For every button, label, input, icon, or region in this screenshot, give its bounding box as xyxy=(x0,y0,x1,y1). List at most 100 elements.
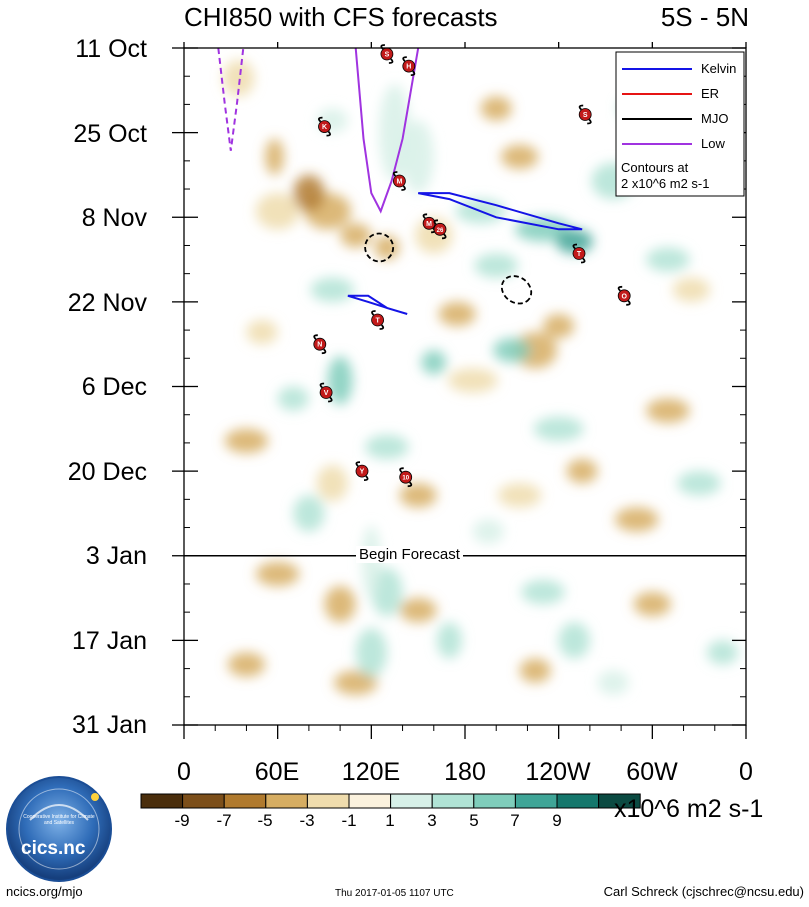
storm-markers: S H K S M M 26 T O T N V Y 10 xyxy=(313,44,631,488)
anomaly-patch xyxy=(513,332,558,369)
logo-sun-icon xyxy=(91,793,99,801)
anomaly-patch xyxy=(555,229,593,254)
kelvin-contour xyxy=(418,192,583,231)
chart-region: 5S - 5N xyxy=(660,2,749,32)
colorbar-label: -3 xyxy=(299,811,315,830)
y-tick-label: 25 Oct xyxy=(73,120,147,148)
anomaly-patch xyxy=(310,277,355,302)
logo-orbit-icon xyxy=(29,804,89,821)
colorbar-units: x10^6 m2 s-1 xyxy=(614,795,764,823)
storm-label: S xyxy=(385,52,390,59)
storm-label: 10 xyxy=(402,476,409,482)
anomaly-patch xyxy=(340,223,372,248)
anomaly-patch xyxy=(365,434,409,460)
storm-icon-arm xyxy=(328,396,333,403)
storm-label: N xyxy=(317,342,322,349)
kelvin-contour xyxy=(347,294,408,315)
colorbar-swatch xyxy=(223,793,267,809)
colorbar-swatch xyxy=(390,793,433,809)
anomaly-patch xyxy=(633,592,672,617)
storm-icon-arm xyxy=(422,213,428,219)
y-tick-label: 22 Nov xyxy=(67,289,147,317)
logo-ring-text: Cooperative Institute for Climate and Sa… xyxy=(23,814,95,826)
storm-icon-arm xyxy=(580,257,586,264)
anomaly-patch xyxy=(293,174,325,212)
legend-box xyxy=(615,51,745,197)
anomaly-patch xyxy=(521,579,565,605)
storm-icon-arm xyxy=(392,171,398,177)
low-contour xyxy=(217,48,245,151)
anomaly-patch xyxy=(293,495,325,532)
storm-icon-arm xyxy=(379,324,385,330)
storm-icon xyxy=(371,313,385,327)
storm-label: O xyxy=(621,293,627,300)
anomaly-patch xyxy=(255,561,300,586)
storm-icon xyxy=(392,174,406,188)
mjo-contour xyxy=(500,275,533,305)
storm-marker: M xyxy=(392,171,406,191)
storm-icon-arm xyxy=(355,461,361,467)
colorbar-label: 1 xyxy=(385,811,395,830)
storm-marker: O xyxy=(617,285,631,306)
x-tick-label: 180 xyxy=(444,758,486,786)
x-tick-label: 60W xyxy=(626,758,678,786)
legend-label-low: Low xyxy=(701,136,725,151)
anomaly-patch xyxy=(333,670,378,695)
plot-frame xyxy=(183,47,747,726)
storm-label: V xyxy=(324,390,329,397)
storm-icon-arm xyxy=(626,300,631,306)
storm-label: M xyxy=(396,179,402,186)
legend-note-line1: Contours at xyxy=(621,160,689,175)
storm-icon-arm xyxy=(399,467,404,473)
anomaly-patch xyxy=(224,428,269,454)
contour-layer xyxy=(217,48,583,315)
storm-label: T xyxy=(375,318,380,325)
y-tick-label: 3 Jan xyxy=(85,542,147,570)
x-tick-label: 120W xyxy=(525,758,591,786)
footer-timestamp: Thu 2017-01-05 1107 UTC xyxy=(335,888,454,899)
anomaly-patch xyxy=(672,277,711,302)
storm-label: Y xyxy=(360,469,365,476)
storm-marker: V xyxy=(319,382,333,403)
anomaly-patch xyxy=(706,640,739,665)
storm-marker: S xyxy=(578,104,592,125)
anomaly-patch xyxy=(677,471,722,496)
anomaly-patch xyxy=(558,622,590,659)
storm-icon-arm xyxy=(371,310,376,316)
storm-icon xyxy=(355,464,369,478)
x-tick-label: 0 xyxy=(739,758,753,786)
storm-icon-arm xyxy=(326,130,331,137)
colorbar-swatch xyxy=(265,793,308,809)
x-tick-label: 0 xyxy=(177,758,191,786)
storm-icon-arm xyxy=(617,285,623,292)
colorbar-label: -5 xyxy=(257,811,273,830)
footer-site-link[interactable]: ncics.org/mjo xyxy=(6,884,83,899)
chart-title: CHI850 with CFS forecasts xyxy=(184,2,498,32)
colorbar-label: 9 xyxy=(552,811,562,830)
anomaly-patch xyxy=(480,96,512,121)
storm-marker: H xyxy=(402,56,416,76)
storm-icon-arm xyxy=(313,334,318,340)
begin-forecast-label: Begin Forecast xyxy=(356,546,463,563)
colorbar-label: -9 xyxy=(174,811,190,830)
storm-icon xyxy=(402,59,416,73)
anomaly-patch xyxy=(402,120,434,194)
anomaly-patch xyxy=(614,507,659,532)
anomaly-patch xyxy=(646,247,690,272)
anomaly-patch xyxy=(497,483,542,508)
storm-marker: N xyxy=(313,334,327,355)
anomaly-patch xyxy=(324,585,356,623)
anomaly-patch xyxy=(246,319,278,345)
storm-icon-arm xyxy=(410,70,416,76)
storm-label: T xyxy=(577,251,582,258)
y-tick-label: 8 Nov xyxy=(81,204,147,232)
cics-logo xyxy=(6,776,112,882)
anomaly-patch xyxy=(493,338,531,363)
x-tick-label: 60E xyxy=(254,758,300,786)
anomaly-patch xyxy=(374,235,400,260)
colorbar-swatch xyxy=(598,793,641,809)
anomaly-patch xyxy=(223,60,255,97)
colorbar-swatch xyxy=(473,793,516,809)
storm-icon xyxy=(399,470,413,484)
legend-label-er: ER xyxy=(701,86,720,101)
